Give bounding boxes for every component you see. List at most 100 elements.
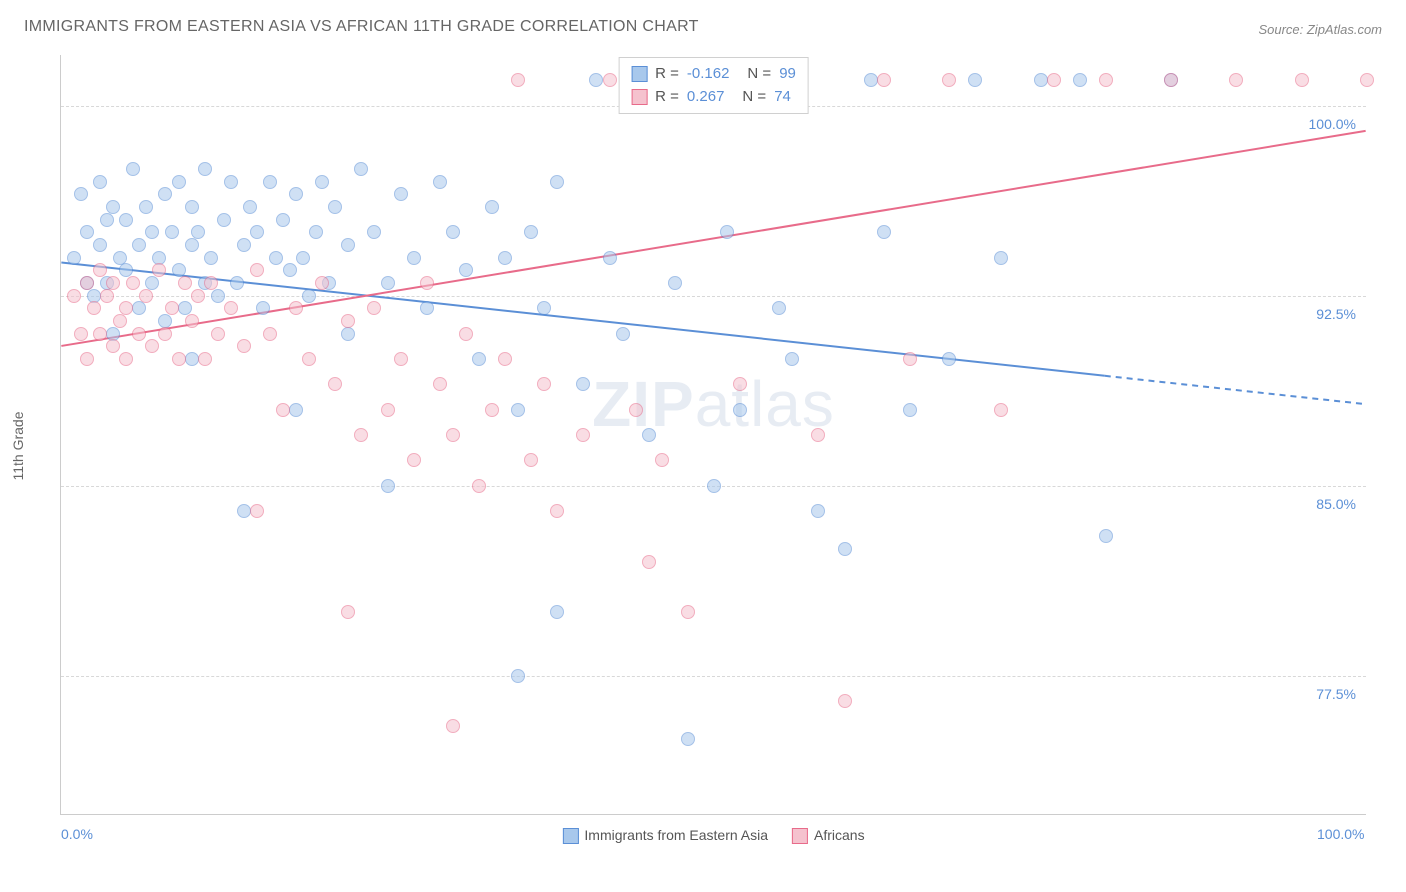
scatter-point	[381, 403, 395, 417]
scatter-point	[642, 555, 656, 569]
scatter-point	[550, 504, 564, 518]
scatter-point	[1099, 73, 1113, 87]
gridline	[61, 676, 1366, 677]
scatter-point	[139, 200, 153, 214]
scatter-point	[655, 453, 669, 467]
scatter-point	[498, 352, 512, 366]
scatter-point	[165, 301, 179, 315]
scatter-point	[341, 314, 355, 328]
scatter-point	[407, 453, 421, 467]
scatter-point	[354, 162, 368, 176]
scatter-point	[172, 352, 186, 366]
scatter-point	[877, 73, 891, 87]
plot-area: ZIPatlas 77.5% 85.0% 92.5% 100.0% R = -0.16…	[60, 55, 1366, 815]
source-attribution: Source: ZipAtlas.com	[1258, 22, 1382, 37]
scatter-point	[459, 263, 473, 277]
scatter-point	[165, 225, 179, 239]
scatter-point	[446, 428, 460, 442]
scatter-point	[681, 605, 695, 619]
scatter-point	[459, 327, 473, 341]
scatter-point	[1099, 529, 1113, 543]
correlation-legend: R = -0.162N = 99R = 0.267N = 74	[618, 57, 809, 114]
scatter-point	[106, 339, 120, 353]
scatter-point	[263, 327, 277, 341]
scatter-point	[707, 479, 721, 493]
scatter-point	[67, 251, 81, 265]
scatter-point	[433, 377, 447, 391]
scatter-point	[100, 213, 114, 227]
scatter-point	[616, 327, 630, 341]
scatter-point	[80, 352, 94, 366]
scatter-point	[178, 276, 192, 290]
scatter-point	[204, 251, 218, 265]
scatter-point	[185, 238, 199, 252]
y-tick-label: 92.5%	[1316, 306, 1356, 322]
scatter-point	[243, 200, 257, 214]
scatter-point	[720, 225, 734, 239]
scatter-point	[524, 225, 538, 239]
scatter-point	[106, 200, 120, 214]
scatter-point	[237, 339, 251, 353]
x-tick-label: 100.0%	[1317, 826, 1364, 842]
legend-row: R = -0.162N = 99	[631, 63, 796, 86]
scatter-point	[126, 276, 140, 290]
scatter-point	[381, 479, 395, 493]
scatter-point	[811, 428, 825, 442]
gridline	[61, 296, 1366, 297]
scatter-point	[224, 175, 238, 189]
scatter-point	[296, 251, 310, 265]
scatter-point	[1295, 73, 1309, 87]
scatter-point	[537, 301, 551, 315]
scatter-point	[524, 453, 538, 467]
scatter-point	[367, 301, 381, 315]
scatter-point	[498, 251, 512, 265]
scatter-point	[185, 200, 199, 214]
scatter-point	[838, 694, 852, 708]
scatter-point	[341, 605, 355, 619]
scatter-point	[185, 314, 199, 328]
scatter-point	[113, 314, 127, 328]
scatter-point	[276, 213, 290, 227]
scatter-point	[132, 301, 146, 315]
scatter-point	[185, 352, 199, 366]
legend-row: R = 0.267N = 74	[631, 86, 796, 109]
scatter-point	[198, 352, 212, 366]
scatter-point	[315, 276, 329, 290]
scatter-point	[74, 187, 88, 201]
scatter-point	[381, 276, 395, 290]
watermark: ZIPatlas	[592, 367, 835, 441]
scatter-point	[302, 289, 316, 303]
scatter-point	[126, 162, 140, 176]
scatter-point	[472, 352, 486, 366]
scatter-point	[576, 428, 590, 442]
scatter-point	[785, 352, 799, 366]
scatter-point	[472, 479, 486, 493]
scatter-point	[269, 251, 283, 265]
y-tick-label: 85.0%	[1316, 496, 1356, 512]
scatter-point	[864, 73, 878, 87]
scatter-point	[80, 276, 94, 290]
y-tick-label: 77.5%	[1316, 686, 1356, 702]
scatter-point	[119, 213, 133, 227]
scatter-point	[119, 352, 133, 366]
scatter-point	[1360, 73, 1374, 87]
scatter-point	[629, 403, 643, 417]
scatter-point	[191, 289, 205, 303]
x-tick-label: 0.0%	[61, 826, 93, 842]
scatter-point	[1229, 73, 1243, 87]
scatter-point	[394, 352, 408, 366]
scatter-point	[67, 289, 81, 303]
scatter-point	[994, 403, 1008, 417]
scatter-point	[1073, 73, 1087, 87]
scatter-point	[289, 301, 303, 315]
scatter-point	[511, 73, 525, 87]
scatter-point	[772, 301, 786, 315]
scatter-point	[511, 403, 525, 417]
scatter-point	[603, 251, 617, 265]
scatter-point	[158, 327, 172, 341]
scatter-point	[367, 225, 381, 239]
scatter-point	[145, 225, 159, 239]
scatter-point	[211, 289, 225, 303]
scatter-point	[289, 187, 303, 201]
y-tick-label: 100.0%	[1309, 116, 1356, 132]
